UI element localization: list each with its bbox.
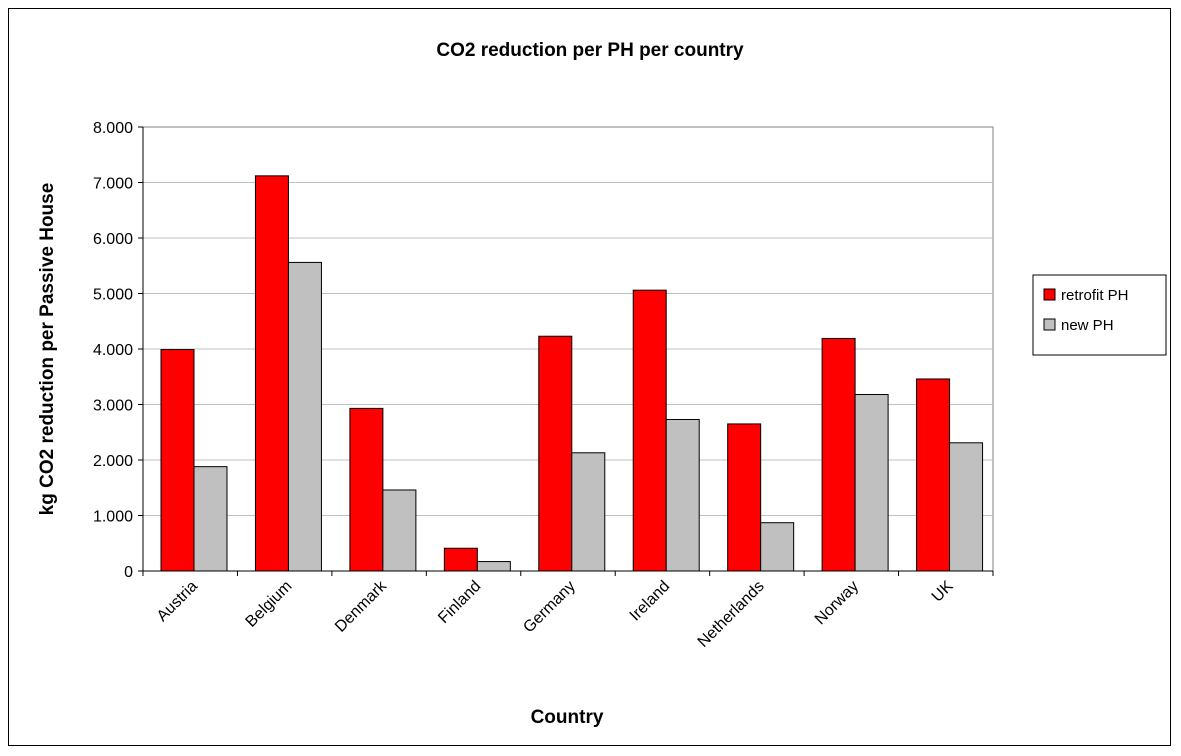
chart-title: CO2 reduction per PH per country bbox=[436, 40, 744, 61]
x-axis-title: Country bbox=[531, 707, 604, 728]
y-tick-label: 4.000 bbox=[93, 342, 133, 359]
y-tick-label: 3.000 bbox=[93, 398, 133, 415]
bar-retrofit-ph bbox=[632, 289, 667, 572]
x-tick-label: Belgium bbox=[243, 578, 296, 631]
legend-swatch bbox=[1043, 288, 1056, 301]
bar-new-ph bbox=[287, 261, 322, 572]
y-tick-label: 0 bbox=[124, 564, 133, 581]
y-tick-label: 7.000 bbox=[93, 176, 133, 193]
legend-box bbox=[1032, 274, 1167, 356]
bar-retrofit-ph bbox=[254, 175, 289, 572]
x-tick-label: Netherlands bbox=[695, 578, 768, 651]
bar-retrofit-ph bbox=[727, 423, 762, 572]
x-tick-label: Ireland bbox=[627, 578, 674, 625]
bar-new-ph bbox=[382, 489, 417, 572]
y-axis-title: kg CO2 reduction per Passive House bbox=[37, 183, 58, 516]
x-tick-label: Germany bbox=[520, 578, 579, 637]
bar-retrofit-ph bbox=[160, 349, 195, 572]
y-tick-label: 2.000 bbox=[93, 453, 133, 470]
bar-retrofit-ph bbox=[916, 378, 951, 572]
bar-new-ph bbox=[854, 394, 889, 572]
bar-retrofit-ph bbox=[538, 335, 573, 572]
legend: retrofit PH new PH bbox=[1032, 274, 1167, 356]
bar-new-ph bbox=[193, 466, 228, 572]
legend-label: retrofit PH bbox=[1061, 287, 1129, 304]
x-tick-label: Norway bbox=[812, 578, 862, 628]
x-tick-label: Denmark bbox=[332, 577, 391, 636]
x-tick-label: Austria bbox=[154, 578, 201, 625]
plot-area: 0 1.000 2.000 3.000 4.000 5.000 6.000 7.000 8.00… bbox=[93, 120, 994, 651]
legend-swatch bbox=[1043, 318, 1056, 331]
bar-new-ph bbox=[949, 442, 984, 572]
x-tick-label: UK bbox=[929, 578, 957, 606]
x-tick-label: Finland bbox=[435, 578, 484, 627]
bar-new-ph bbox=[571, 452, 606, 572]
bar-new-ph bbox=[760, 522, 795, 572]
bar-retrofit-ph bbox=[443, 547, 478, 572]
bar-new-ph bbox=[665, 418, 700, 572]
y-tick-label: 8.000 bbox=[93, 120, 133, 137]
bar-retrofit-ph bbox=[821, 337, 856, 572]
legend-label: new PH bbox=[1061, 317, 1114, 334]
y-tick-label: 5.000 bbox=[93, 287, 133, 304]
y-tick-label: 6.000 bbox=[93, 231, 133, 248]
bar-new-ph bbox=[476, 561, 511, 572]
bar-retrofit-ph bbox=[349, 407, 384, 572]
y-tick-label: 1.000 bbox=[93, 509, 133, 526]
